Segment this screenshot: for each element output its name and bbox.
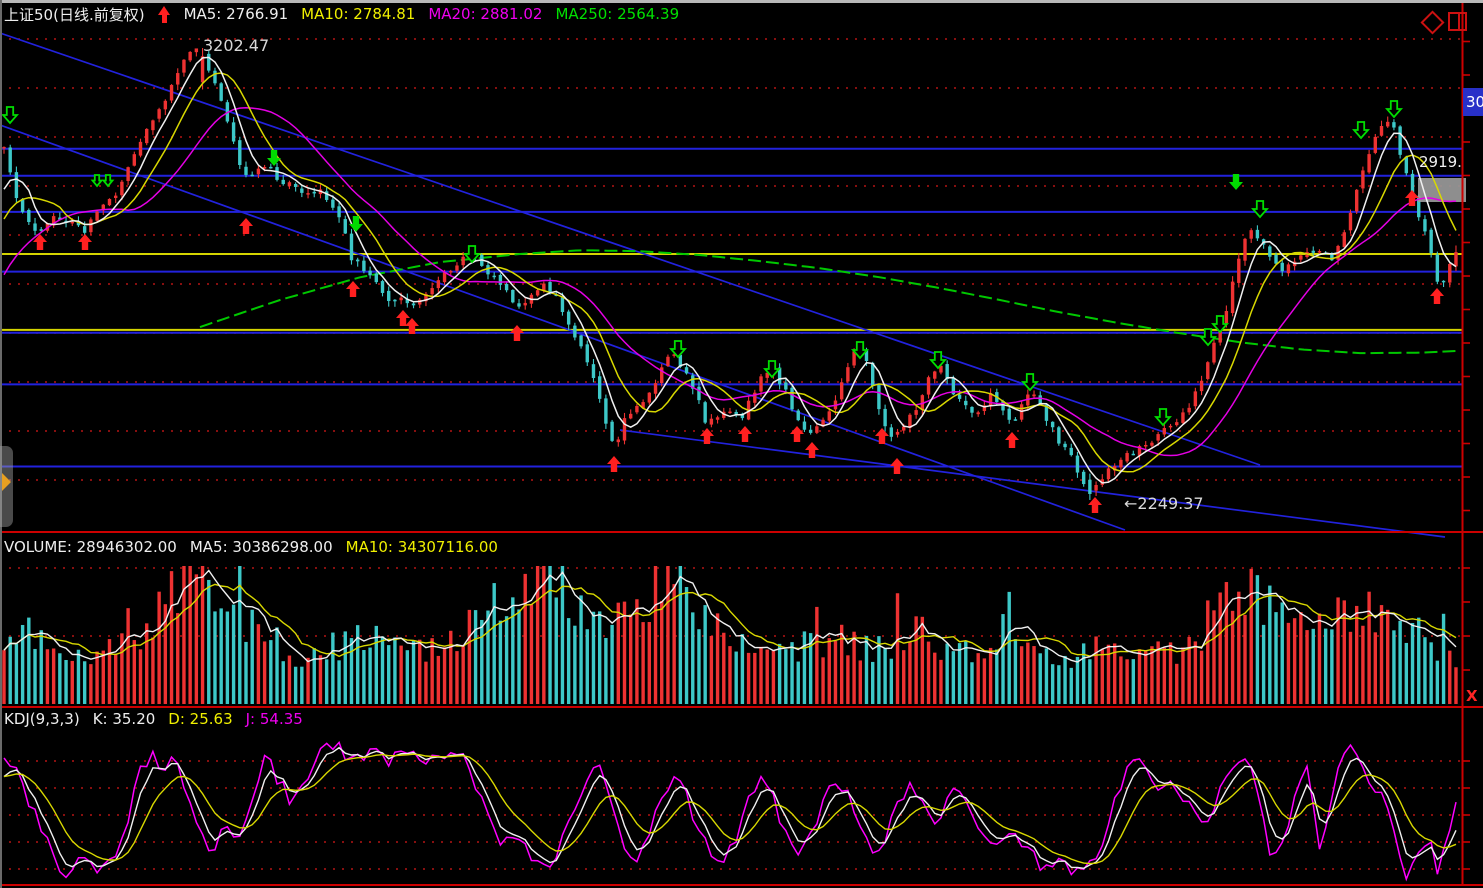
volume-ma10-line <box>3 583 1457 658</box>
kdj-k-line <box>3 746 1457 870</box>
instrument-title: 上证50(日线.前复权) <box>4 5 145 24</box>
buy-arrows <box>33 190 1444 513</box>
buy-signal-icon <box>157 5 171 23</box>
ma20-value: MA20: 2881.02 <box>428 5 543 23</box>
kdj-name: KDJ(9,3,3) <box>4 710 80 728</box>
kdj-d-line <box>3 753 1457 865</box>
kdj-j-line <box>3 740 1457 882</box>
volume-ma10-value: MA10: 34307116.00 <box>345 538 498 556</box>
window-top-edge <box>0 0 1483 3</box>
close-indicator-icon[interactable]: X <box>1466 687 1478 705</box>
ma10-value: MA10: 2784.81 <box>301 5 416 23</box>
ma250-line <box>199 249 1457 355</box>
support-resistance-lines <box>0 147 1462 468</box>
trough-price-label: ←2249.37 <box>1124 494 1204 513</box>
volume-bars <box>2 566 1458 704</box>
sell-arrows-hollow <box>1 100 1403 427</box>
kdj-panel-header: KDJ(9,3,3) K: 35.20 D: 25.63 J: 54.35 <box>4 709 303 729</box>
right-price-axis <box>1461 0 1470 886</box>
peak-price-label: 3202.47 <box>203 36 270 55</box>
sidebar-expand-handle[interactable] <box>0 446 13 527</box>
kdj-gridlines <box>0 760 1462 870</box>
last-price-label: 2919. <box>1419 153 1462 171</box>
kdj-k-value: K: 35.20 <box>92 710 156 728</box>
expand-triangle-icon <box>2 473 11 491</box>
volume-gridlines <box>0 567 1462 637</box>
main-gridlines <box>0 38 1462 481</box>
volume-ma5-line <box>3 569 1457 663</box>
volume-value: VOLUME: 28946302.00 <box>4 538 177 556</box>
ma5-value: MA5: 2766.91 <box>183 5 289 23</box>
ma20-line <box>3 106 1457 457</box>
candlesticks <box>2 48 1458 500</box>
ma250-value: MA250: 2564.39 <box>555 5 680 23</box>
main-chart-header: 上证50(日线.前复权) MA5: 2766.91 MA10: 2784.81 … <box>4 4 679 24</box>
ma5-line <box>3 56 1457 484</box>
split-window-icon[interactable] <box>1448 12 1467 31</box>
panel-separators <box>0 531 1483 886</box>
volume-panel-header: VOLUME: 28946302.00 MA5: 30386298.00 MA1… <box>4 537 498 557</box>
axis-price-box: 30 <box>1463 88 1483 116</box>
ma10-line <box>3 72 1457 473</box>
sell-arrows-filled <box>267 150 1243 232</box>
trendlines <box>0 32 1446 538</box>
kdj-d-value: D: 25.63 <box>168 710 233 728</box>
volume-ma5-value: MA5: 30386298.00 <box>189 538 333 556</box>
window-left-edge <box>0 0 2 888</box>
kdj-j-value: J: 54.35 <box>245 710 303 728</box>
